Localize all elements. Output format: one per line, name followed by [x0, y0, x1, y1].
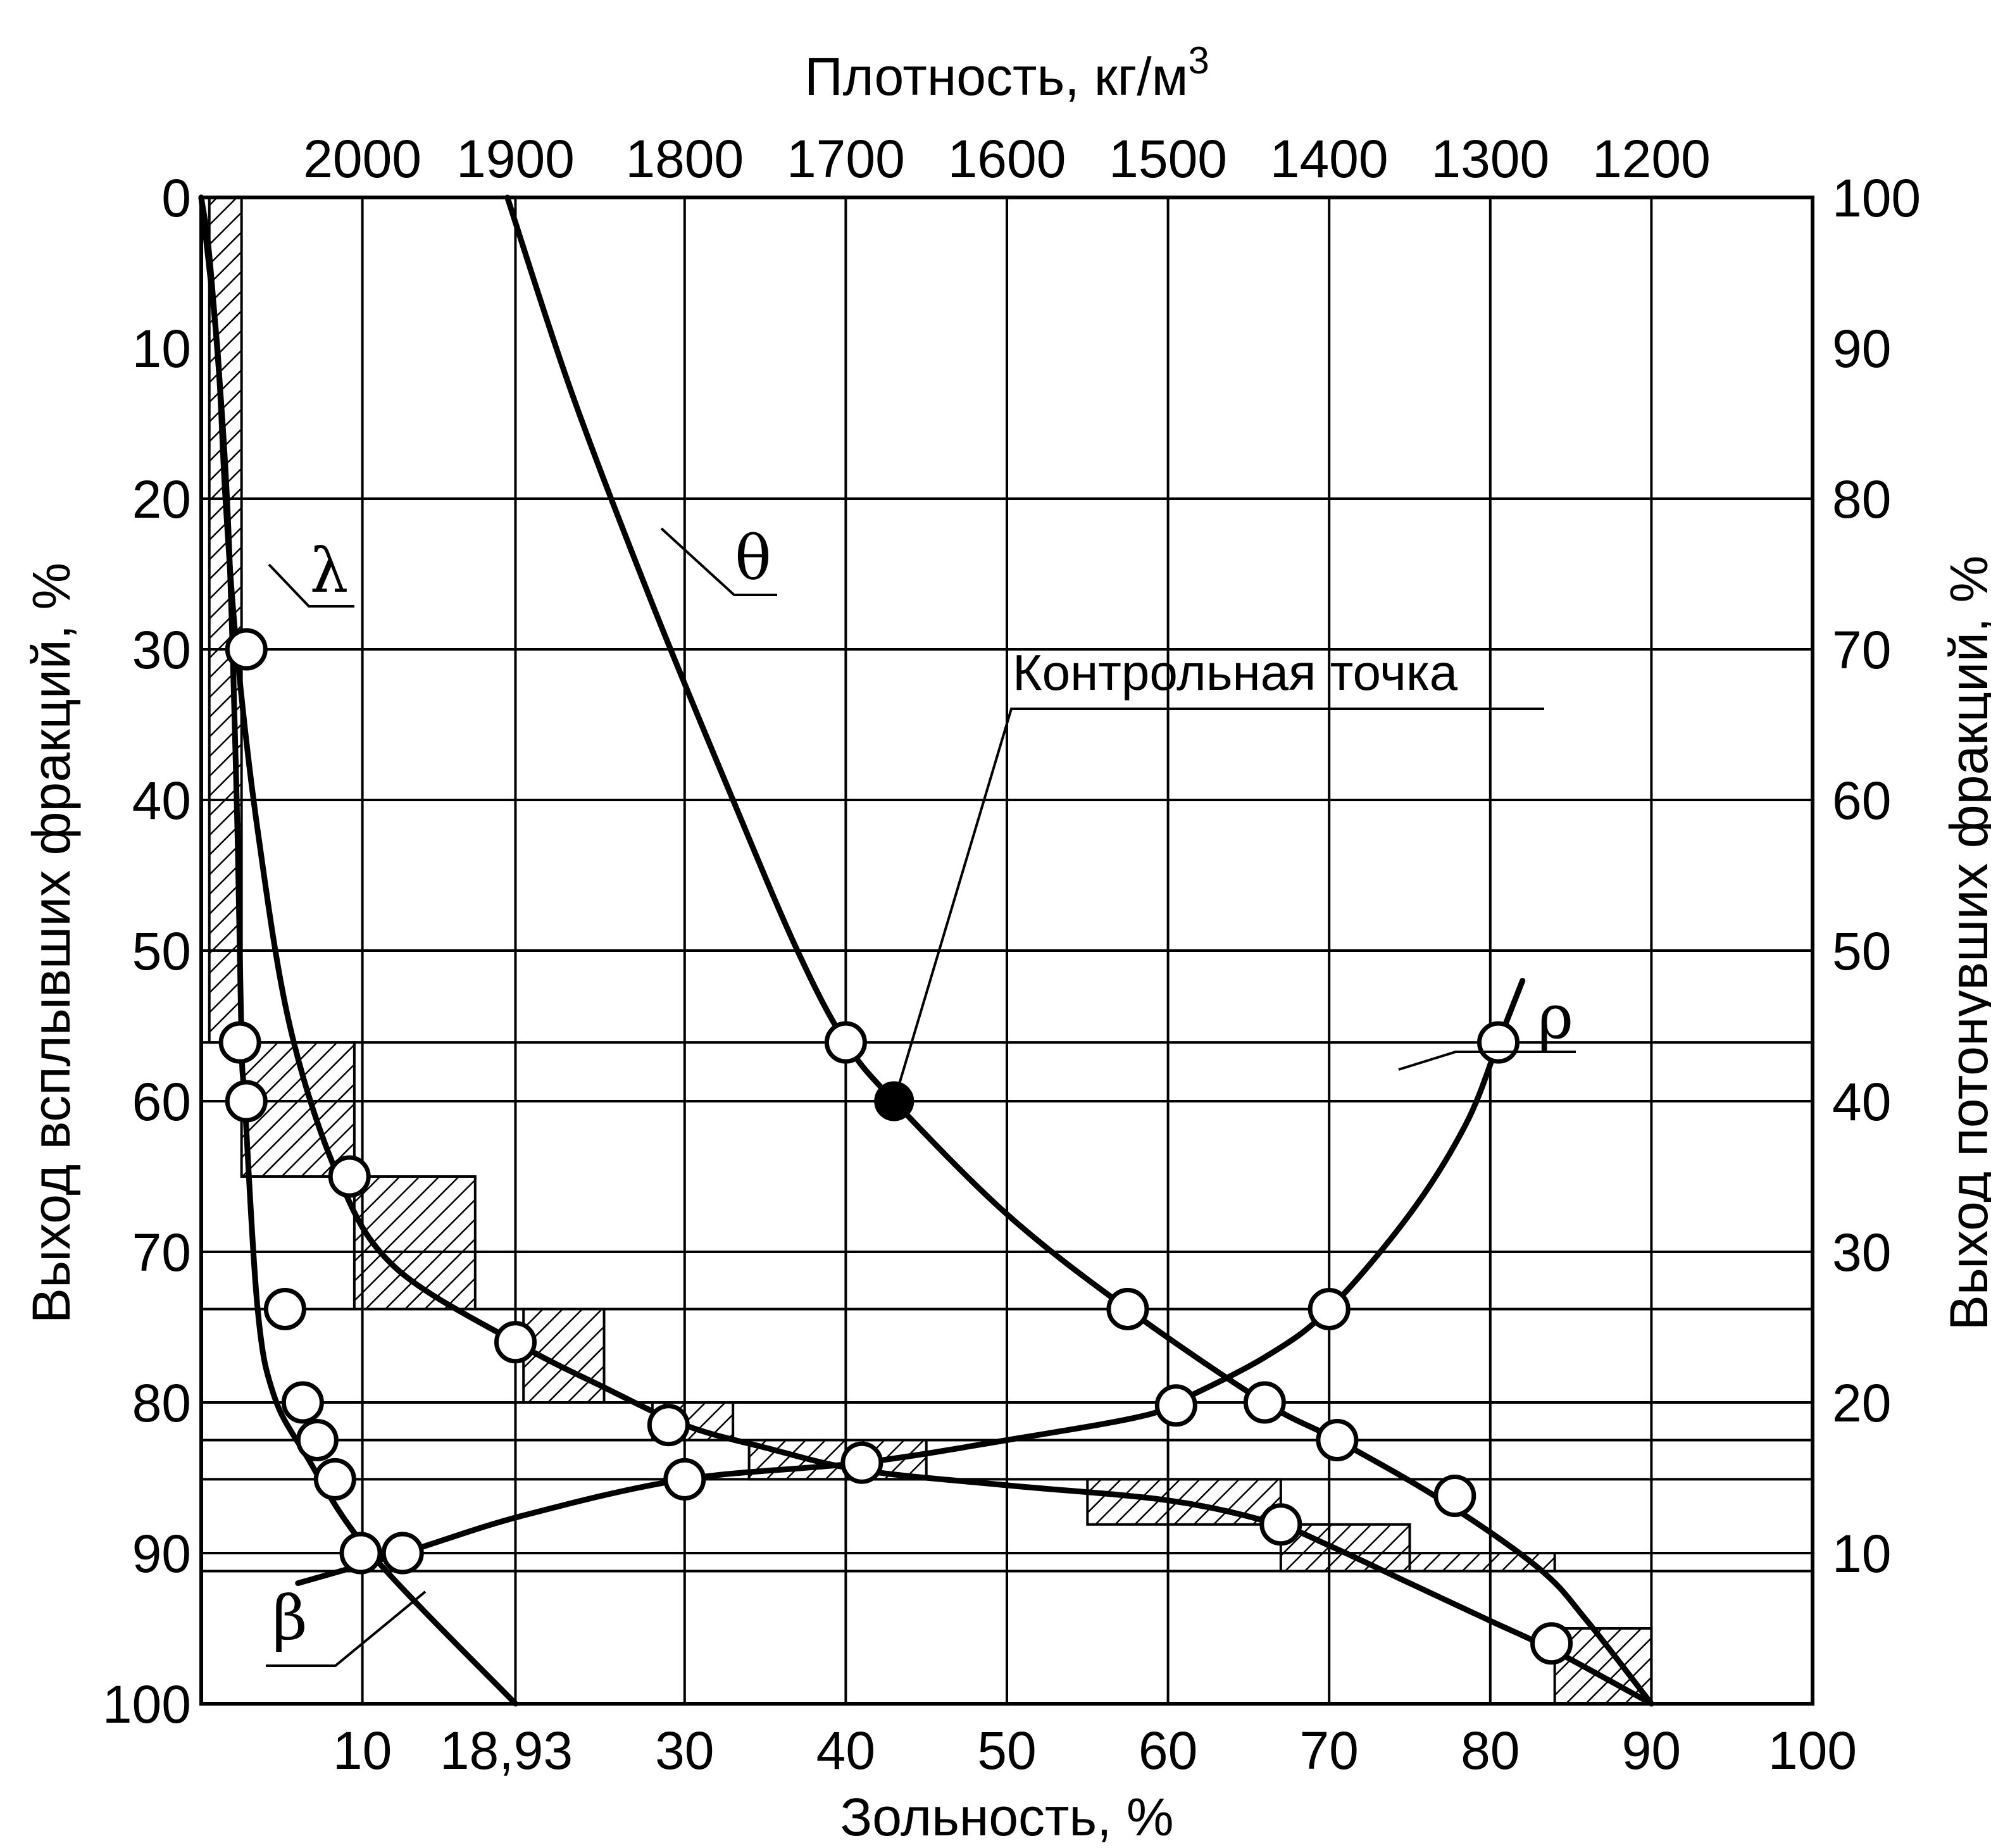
x-tick-label: 30: [655, 1721, 714, 1780]
x2-tick-label: 1500: [1109, 129, 1227, 189]
y2-axis-title: Выход потонувших фракций, %: [1939, 556, 1991, 1331]
y2-tick-label: 40: [1832, 1072, 1891, 1132]
control-point-leader: [892, 708, 1544, 1102]
y-tick-label: 90: [132, 1524, 191, 1583]
y-tick-label: 20: [132, 470, 191, 529]
marker-lambda-3: [647, 1404, 690, 1447]
x-tick-label: 60: [1139, 1721, 1197, 1780]
marker-lambda-0: [225, 628, 268, 671]
top-axis-title: Плотность, кг/м3: [804, 39, 1209, 106]
x-axis-title: Зольность, %: [840, 1787, 1173, 1847]
leader-theta: [660, 527, 777, 596]
y2-tick-label: 100: [1832, 168, 1921, 228]
x-tick-label: 50: [977, 1721, 1036, 1780]
y-tick-label: 0: [161, 168, 191, 228]
y2-tick-label: 70: [1832, 620, 1891, 680]
y-tick-label: 50: [132, 921, 191, 981]
x2-tick-label: 1700: [787, 129, 905, 189]
y-tick-label: 40: [132, 771, 191, 830]
marker-rho-1: [225, 1080, 268, 1123]
marker-rho-4: [296, 1419, 339, 1461]
x-tick-label: 100: [1768, 1721, 1857, 1780]
marker-theta-1: [1106, 1287, 1149, 1330]
marker-rho-0: [218, 1021, 261, 1064]
y2-tick-label: 10: [1832, 1524, 1891, 1583]
leader-rho: [1398, 1051, 1576, 1071]
grid: [201, 196, 1813, 1705]
marker-lambda-5: [1259, 1503, 1302, 1546]
x2-tick-label: 1900: [456, 129, 575, 189]
marker-theta-4: [1433, 1475, 1476, 1518]
x2-tick-label: 1600: [948, 129, 1066, 189]
y-tick-label: 60: [132, 1072, 191, 1132]
label-beta: β: [272, 1583, 308, 1654]
y-tick-label: 100: [103, 1675, 191, 1734]
x2-tick-label: 1400: [1270, 129, 1389, 189]
marker-theta-0: [824, 1021, 867, 1064]
label-lambda: λ: [310, 535, 349, 606]
x-tick-label: 90: [1622, 1721, 1681, 1780]
y-tick-label: 80: [132, 1373, 191, 1433]
marker-lambda-2: [494, 1321, 537, 1364]
y-axis-title: Выход всплывших фракций, %: [22, 563, 81, 1323]
y2-tick-label: 50: [1832, 921, 1891, 981]
y2-tick-label: 80: [1832, 470, 1891, 529]
x2-tick-label: 1800: [625, 129, 744, 189]
x-tick-label: 80: [1461, 1721, 1520, 1780]
marker-rho-2: [263, 1287, 306, 1330]
marker-lambda-4: [840, 1441, 883, 1484]
marker-theta-3: [1316, 1419, 1359, 1461]
leader-beta: [266, 1590, 427, 1667]
label-rho: ρ: [1538, 982, 1573, 1052]
x2-tick-label: 2000: [303, 129, 421, 189]
y-tick-label: 30: [132, 620, 191, 680]
markers: [218, 628, 1573, 1665]
marker-lambda-1: [328, 1155, 371, 1198]
marker-beta-1: [663, 1458, 706, 1501]
y2-tick-label: 20: [1832, 1373, 1891, 1433]
plot-frame: [199, 196, 1814, 1706]
marker-rho-6: [339, 1532, 382, 1575]
x2-tick-label: 1200: [1592, 129, 1711, 189]
x-tick-label: 10: [333, 1721, 392, 1780]
curve-theta: [504, 194, 1654, 1707]
y-tick-label: 70: [132, 1223, 191, 1282]
y2-tick-label: 60: [1832, 771, 1891, 830]
x-tick-label: 18,93: [440, 1721, 573, 1780]
y-tick-label: 10: [132, 319, 191, 378]
curve-beta: [295, 978, 1526, 1587]
marker-beta-4: [1477, 1021, 1520, 1064]
marker-beta-0: [381, 1532, 424, 1575]
marker-theta-2: [1243, 1381, 1286, 1424]
label-theta: θ: [735, 523, 771, 594]
x2-tick-label: 1300: [1431, 129, 1549, 189]
marker-rho-3: [281, 1381, 324, 1424]
annotations: Контрольная точка λ θ ρ β: [266, 523, 1576, 1667]
y2-tick-label: 90: [1832, 319, 1891, 378]
control-point-label: Контрольная точка: [1013, 644, 1458, 701]
marker-rho-5: [313, 1458, 356, 1501]
marker-beta-2: [1154, 1384, 1197, 1427]
leader-lambda: [268, 563, 354, 608]
x-tick-label: 70: [1299, 1721, 1358, 1780]
marker-beta-3: [1308, 1287, 1351, 1330]
x-tick-label: 40: [816, 1721, 875, 1780]
marker-lambda-6: [1530, 1622, 1573, 1665]
y2-tick-label: 30: [1832, 1223, 1891, 1282]
